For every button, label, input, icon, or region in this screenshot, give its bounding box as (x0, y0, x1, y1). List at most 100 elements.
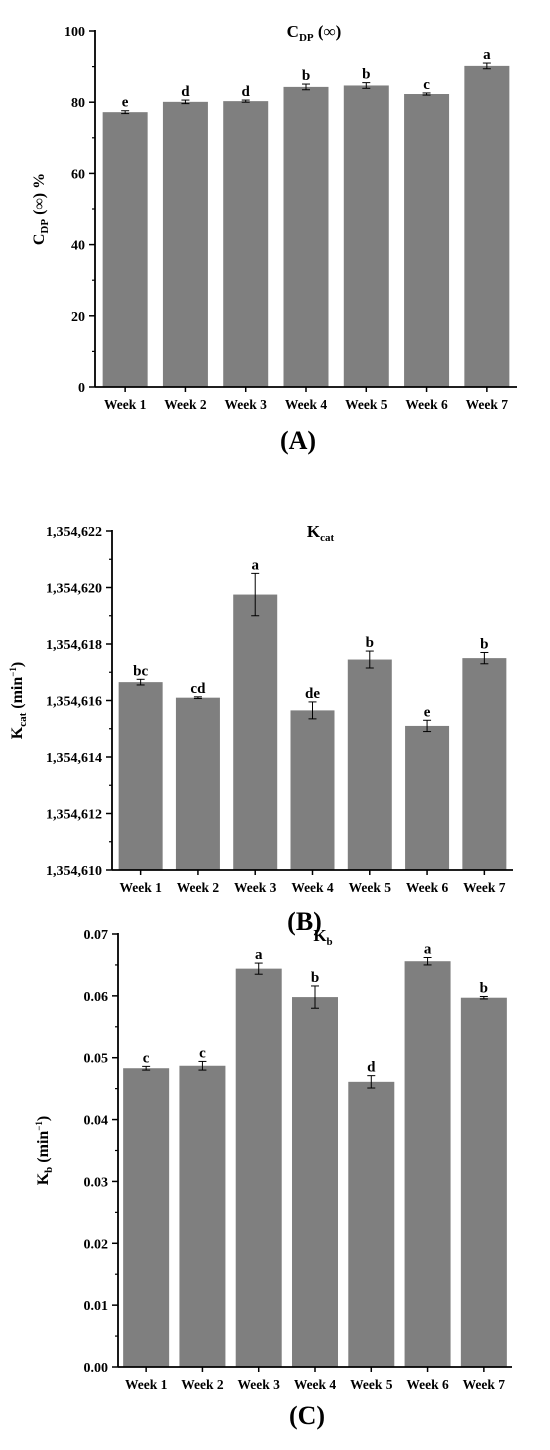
chart-title-main: K (307, 522, 321, 541)
error-bar-3 (241, 99, 250, 103)
y-axis-label: Kcat (min−1) (8, 662, 29, 739)
chart-panel-a: e Week 1 d Week 2 d Week 3 b Week 4 b Week 5 c Week… (31, 22, 517, 455)
y-axis-label-main: C (31, 234, 48, 246)
error-bar-2 (193, 696, 202, 700)
chart-panel-b: bc Week 1 cd Week 2 a Week 3 de Week 4 b Week 5 e W… (8, 522, 513, 936)
y-axis-label-tail: (∞) % (31, 173, 48, 219)
x-tick-label-6: Week 6 (406, 1377, 449, 1392)
y-tick-label-5: 0.05 (84, 1052, 109, 1067)
y-tick-label-0: 1,354,610 (46, 864, 102, 879)
chart-title-sub: DP (299, 32, 314, 44)
x-tick-label-4: Week 4 (291, 880, 334, 895)
error-bar-4 (308, 701, 317, 720)
significance-letter-2: c (199, 1045, 206, 1061)
y-tick-label-6: 1,354,622 (46, 525, 102, 540)
error-bar-4 (311, 985, 319, 1009)
x-tick-label-7: Week 7 (466, 397, 509, 412)
y-axis-label-main: K (9, 726, 26, 739)
bar-7 (462, 658, 507, 870)
panel-label: (A) (280, 426, 316, 455)
y-axis-label-tail: (min (9, 677, 26, 713)
bar-7 (460, 997, 507, 1367)
x-tick-label-1: Week 1 (119, 880, 162, 895)
significance-letter-4: b (311, 970, 319, 986)
panel-label: (C) (289, 1401, 325, 1430)
x-tick-label-1: Week 1 (125, 1377, 168, 1392)
x-tick-label-3: Week 3 (225, 397, 268, 412)
bar-1 (102, 112, 148, 387)
bar-6 (404, 961, 451, 1367)
bar-7 (464, 65, 510, 387)
significance-letter-2: cd (190, 681, 206, 697)
y-axis-label-sub: b (43, 1167, 55, 1173)
significance-letter-6: a (424, 942, 432, 958)
bar-4 (290, 710, 335, 870)
chart-title-tail: (∞) (314, 22, 342, 41)
x-tick-label-2: Week 2 (181, 1377, 224, 1392)
significance-letter-7: a (483, 47, 491, 63)
error-bar-1 (136, 678, 145, 686)
y-tick-label-2: 40 (71, 239, 85, 254)
y-tick-label-5: 1,354,620 (46, 582, 102, 597)
error-bar-5 (365, 650, 374, 669)
significance-letter-7: b (480, 636, 488, 652)
significance-letter-1: e (122, 95, 129, 111)
chart-panel-c: c Week 1 c Week 2 a Week 3 b Week 4 d Week 5 a Week… (34, 926, 512, 1430)
y-tick-label-1: 0.01 (84, 1299, 109, 1314)
significance-letter-3: d (242, 84, 251, 100)
y-axis-label: Kb (min−1) (34, 1116, 55, 1186)
bar-6 (405, 725, 450, 870)
error-bar-7 (482, 62, 491, 70)
y-tick-label-4: 80 (71, 96, 85, 111)
y-tick-label-7: 0.07 (84, 928, 109, 943)
bar-4 (292, 997, 338, 1367)
bar-5 (348, 1081, 395, 1367)
error-bar-3 (254, 962, 263, 975)
chart-title: Kb (313, 926, 332, 948)
significance-letter-4: de (305, 686, 320, 702)
x-tick-label-1: Week 1 (104, 397, 147, 412)
error-bar-1 (142, 1065, 151, 1071)
bar-1 (118, 682, 163, 870)
bar-1 (123, 1068, 170, 1367)
x-tick-label-6: Week 6 (405, 397, 448, 412)
significance-letter-1: bc (133, 663, 148, 679)
x-tick-label-5: Week 5 (349, 880, 392, 895)
y-tick-label-0: 0 (78, 381, 85, 396)
bar-3 (233, 594, 278, 870)
y-tick-label-3: 0.03 (84, 1175, 109, 1190)
y-axis-label-main: K (35, 1172, 52, 1185)
significance-letter-3: a (251, 557, 259, 573)
x-tick-label-7: Week 7 (463, 880, 506, 895)
x-tick-label-2: Week 2 (164, 397, 207, 412)
significance-letter-6: e (424, 704, 431, 720)
error-bar-5 (362, 82, 371, 89)
x-tick-label-3: Week 3 (234, 880, 277, 895)
x-tick-label-4: Week 4 (294, 1377, 337, 1392)
error-bar-2 (181, 99, 190, 105)
significance-letter-3: a (255, 947, 263, 963)
error-bar-6 (423, 957, 432, 966)
y-tick-label-2: 0.02 (84, 1237, 109, 1252)
y-axis-label-sub: DP (39, 219, 51, 234)
bar-2 (162, 101, 208, 388)
y-axis-label: CDP (∞) % (31, 173, 51, 245)
significance-letter-6: c (423, 77, 430, 93)
chart-title: CDP (∞) (287, 22, 342, 44)
x-tick-label-6: Week 6 (406, 880, 449, 895)
x-tick-label-3: Week 3 (238, 1377, 281, 1392)
y-axis-label-sup: −1 (34, 1121, 44, 1131)
error-bar-4 (302, 83, 310, 91)
error-bar-1 (121, 110, 130, 115)
x-tick-label-5: Week 5 (345, 397, 388, 412)
significance-letter-5: b (362, 67, 370, 83)
y-tick-label-3: 60 (71, 167, 85, 182)
chart-title-main: K (313, 926, 327, 945)
chart-title: Kcat (307, 522, 335, 544)
chart-title-sub: b (327, 936, 333, 948)
x-tick-label-5: Week 5 (350, 1377, 393, 1392)
bar-4 (283, 86, 329, 387)
bar-6 (404, 94, 450, 388)
significance-letter-1: c (143, 1050, 150, 1066)
